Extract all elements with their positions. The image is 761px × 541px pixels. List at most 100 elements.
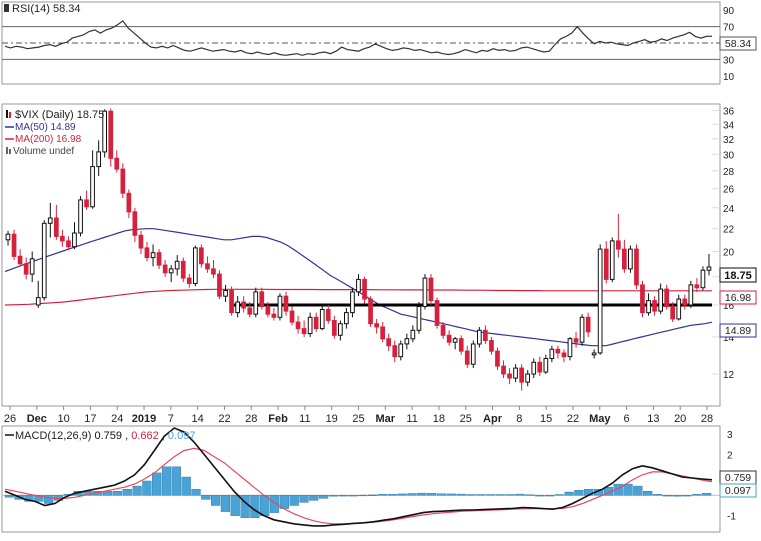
macd-histogram-bar bbox=[142, 480, 152, 496]
rsi-legend-label: RSI(14) 58.34 bbox=[12, 3, 80, 15]
candle-body bbox=[90, 166, 95, 208]
ma200-legend-label: MA(200) 16.98 bbox=[15, 134, 82, 145]
date-tick-label: 8 bbox=[516, 413, 522, 425]
candle-body bbox=[114, 157, 120, 170]
candle-body bbox=[513, 367, 518, 379]
macd-legend: MACD(12,26,9) 0.759 , 0.662 , 0.097 bbox=[5, 430, 195, 442]
macd-histogram-bar bbox=[702, 493, 712, 496]
candle-body bbox=[537, 361, 543, 373]
price-tick-label: 32 bbox=[723, 135, 735, 146]
price-panel: 36343230282624222018161412 $VIX (Daily) … bbox=[1, 103, 757, 407]
candle-body bbox=[199, 247, 204, 265]
macd-histogram-bar bbox=[191, 489, 201, 496]
candle-body bbox=[670, 306, 675, 320]
candle-body bbox=[253, 291, 259, 315]
rsi-series bbox=[4, 20, 713, 56]
rsi-line bbox=[4, 20, 713, 56]
candle-body bbox=[325, 309, 331, 321]
candle-body bbox=[120, 168, 126, 194]
candle-body bbox=[60, 235, 65, 242]
candle-body bbox=[265, 306, 271, 315]
candle-body bbox=[332, 320, 337, 336]
ma200-value-label: 16.98 bbox=[725, 292, 751, 304]
date-tick-label: 2019 bbox=[132, 413, 156, 425]
price-tick-label: 20 bbox=[723, 248, 735, 259]
candle-body bbox=[561, 352, 567, 358]
price-tick-label: 36 bbox=[723, 107, 735, 118]
date-tick-label: Dec bbox=[27, 413, 47, 425]
macd-histogram-bar bbox=[122, 489, 132, 496]
macd-tick-label: 3 bbox=[727, 430, 733, 441]
candle-body bbox=[555, 348, 561, 354]
candle-body bbox=[144, 247, 150, 258]
candle-body bbox=[41, 222, 47, 299]
candle-body bbox=[585, 316, 591, 333]
candle-body bbox=[350, 291, 355, 314]
candle-body bbox=[174, 260, 180, 270]
candle-body bbox=[186, 277, 192, 285]
rsi-tick-label: 10 bbox=[723, 72, 735, 83]
macd-histogram-bar bbox=[132, 485, 142, 496]
candle-body bbox=[162, 264, 168, 274]
candle-body bbox=[66, 240, 71, 248]
candle-body bbox=[380, 326, 385, 340]
candle-body bbox=[658, 288, 663, 312]
macd-histogram-bar bbox=[4, 495, 15, 498]
candle-body bbox=[235, 301, 241, 314]
candle-body bbox=[519, 367, 524, 383]
candle-body bbox=[640, 284, 645, 314]
date-tick-label: Feb bbox=[268, 413, 288, 425]
macd-frame bbox=[1, 425, 721, 533]
rsi-last-value-label: 58.34 bbox=[725, 38, 751, 50]
macd-histogram-bar bbox=[299, 495, 309, 503]
candle-body bbox=[392, 345, 398, 358]
candle-body bbox=[47, 217, 53, 224]
candle-body bbox=[54, 217, 59, 237]
macd-tick-label: -1 bbox=[727, 512, 736, 523]
price-tick-label: 16 bbox=[723, 301, 735, 312]
price-tick-label: 22 bbox=[723, 225, 735, 236]
candle-body bbox=[205, 263, 210, 270]
candle-body bbox=[664, 288, 669, 308]
date-tick-label: 28 bbox=[701, 413, 713, 425]
candle-body bbox=[138, 234, 144, 249]
candle-body bbox=[470, 343, 476, 365]
candle-body bbox=[344, 312, 349, 325]
candle-body bbox=[11, 233, 17, 257]
macd-histogram-bar bbox=[652, 494, 663, 496]
ma50-value-label: 14.89 bbox=[725, 325, 751, 337]
date-tick-label: 28 bbox=[245, 413, 257, 425]
macd-legend-value: 0.759 bbox=[94, 430, 122, 442]
candle-body bbox=[78, 199, 83, 234]
symbol-label: $VIX (Daily) 18.75 bbox=[15, 109, 104, 121]
macd-histogram-bar bbox=[377, 494, 388, 496]
candle-body bbox=[543, 358, 549, 373]
candle-body bbox=[591, 352, 597, 356]
candle-body bbox=[597, 248, 603, 354]
candle-body bbox=[628, 248, 633, 270]
macd-histogram-bar bbox=[486, 494, 496, 496]
macd-histogram-bar bbox=[289, 495, 299, 506]
macd-histogram-bar bbox=[368, 494, 378, 496]
macd-legend-label: MACD(12,26,9) bbox=[15, 430, 91, 442]
candle-body bbox=[168, 268, 174, 274]
date-tick-label: 26 bbox=[4, 413, 16, 425]
candle-body bbox=[126, 192, 132, 213]
price-tick-label: 26 bbox=[723, 185, 735, 196]
macd-histogram-bar bbox=[319, 495, 329, 499]
macd-histogram-bar bbox=[230, 495, 240, 516]
candle-body bbox=[694, 284, 700, 289]
macd-histogram-bar bbox=[466, 494, 476, 496]
candle-body bbox=[446, 334, 452, 343]
date-tick-label: 18 bbox=[433, 413, 445, 425]
candle-body bbox=[452, 338, 458, 343]
candle-body bbox=[313, 316, 319, 330]
candle-body bbox=[150, 252, 156, 259]
macd-histogram-bar bbox=[161, 466, 172, 496]
macd-histogram-bar bbox=[554, 494, 564, 496]
candle-body bbox=[29, 258, 35, 275]
candle-body bbox=[416, 306, 422, 331]
macd-histogram-bar bbox=[201, 495, 211, 500]
macd-histogram-bar bbox=[643, 491, 653, 496]
macd-histogram-bar bbox=[633, 485, 643, 496]
